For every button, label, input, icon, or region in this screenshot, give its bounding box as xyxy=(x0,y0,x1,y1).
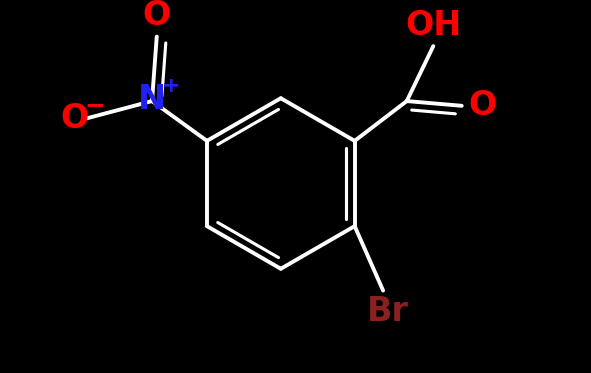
Text: N: N xyxy=(138,83,166,116)
Text: O: O xyxy=(60,101,89,135)
Text: Br: Br xyxy=(367,295,409,328)
Text: O: O xyxy=(142,0,171,32)
Text: OH: OH xyxy=(405,9,462,42)
Text: O: O xyxy=(469,89,496,122)
Text: +: + xyxy=(162,76,180,96)
Text: −: − xyxy=(85,93,106,117)
